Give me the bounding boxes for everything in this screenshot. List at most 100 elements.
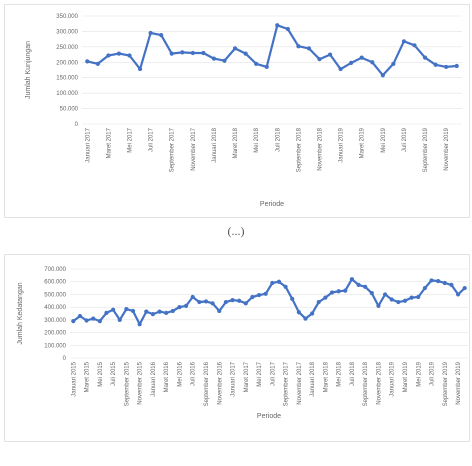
- arrivals-data-point: [369, 291, 374, 296]
- arrivals-data-point: [429, 278, 434, 283]
- arrivals-data-point: [190, 294, 195, 300]
- arrivals-data-point: [422, 285, 427, 291]
- visits-data-point: [254, 61, 259, 66]
- arrivals-data-point: [329, 290, 335, 295]
- visits-data-point: [412, 43, 417, 48]
- visits-data-point: [116, 51, 122, 56]
- visits-y-tick-label: 250.000: [56, 45, 78, 51]
- arrivals-data-point: [343, 288, 348, 293]
- arrivals-data-point: [270, 280, 275, 286]
- arrivals-data-point: [409, 295, 414, 300]
- visits-data-point: [391, 61, 396, 66]
- arrivals-data-point: [303, 316, 308, 321]
- arrivals-data-point: [243, 301, 248, 306]
- visits-y-tick-label: 200.000: [56, 60, 78, 66]
- visits-data-point: [275, 23, 280, 28]
- arrivals-data-point: [396, 299, 401, 305]
- arrivals-data-point: [263, 291, 268, 296]
- subfigure-label: (...): [227, 224, 245, 238]
- visits-data-point: [306, 46, 312, 51]
- arrivals-x-tick-label: Juli 2018: [350, 361, 356, 386]
- visits-y-tick-label: 0: [75, 122, 79, 128]
- arrivals-data-point: [283, 284, 288, 289]
- visits-series-line: [87, 24, 457, 77]
- visits-data-point: [85, 59, 90, 64]
- arrivals-data-point: [402, 298, 408, 303]
- visits-data-point: [127, 53, 132, 58]
- arrivals-x-tick-label: September 2015: [124, 361, 130, 406]
- visits-data-point: [148, 30, 153, 36]
- arrivals-data-point: [217, 308, 222, 314]
- arrivals-data-point: [164, 310, 169, 315]
- arrivals-data-point: [455, 292, 461, 297]
- chart-panel-visits: [4, 4, 470, 218]
- visits-data-point: [106, 53, 111, 58]
- arrivals-data-point: [276, 279, 282, 284]
- arrivals-data-point: [449, 282, 454, 287]
- visits-data-point: [201, 50, 206, 56]
- arrivals-data-point: [124, 306, 129, 312]
- arrivals-data-point: [150, 312, 156, 317]
- visits-x-tick-label: Juli 2019: [402, 127, 408, 152]
- visits-data-point: [222, 58, 227, 63]
- arrivals-data-point: [223, 299, 228, 305]
- arrivals-y-tick-label: 100.000: [44, 343, 66, 349]
- arrivals-data-point: [203, 299, 209, 304]
- visits-data-point: [95, 61, 100, 66]
- arrivals-x-tick-label: September 2018: [363, 361, 369, 406]
- arrivals-x-tick-label: Juli 2019: [430, 361, 436, 386]
- visits-data-point: [169, 51, 174, 56]
- arrivals-data-point: [323, 295, 328, 300]
- visits-data-point: [190, 50, 195, 56]
- arrivals-x-tick-label: November 2019: [456, 361, 462, 404]
- visits-x-tick-label: Juli 2018: [275, 127, 281, 152]
- visits-data-point: [422, 55, 428, 60]
- visits-x-axis-title: Periode: [260, 201, 284, 208]
- arrivals-data-point: [157, 309, 162, 314]
- visits-x-tick-label: Maret 2018: [233, 127, 239, 158]
- visits-data-point: [338, 66, 343, 72]
- visits-x-tick-label: November 2019: [444, 127, 450, 170]
- arrivals-y-tick-label: 600.000: [44, 280, 66, 286]
- visits-data-point: [327, 52, 333, 57]
- visits-data-point: [444, 64, 449, 70]
- visits-data-point: [454, 63, 459, 69]
- visits-data-point: [137, 66, 143, 72]
- arrivals-y-axis-title: Jumlah Kedatangan: [17, 282, 24, 344]
- arrivals-data-point: [349, 277, 355, 282]
- arrivals-data-point: [97, 319, 102, 324]
- visits-data-point: [296, 44, 301, 49]
- visits-data-point: [243, 51, 248, 56]
- arrivals-x-axis-title: Periode: [257, 413, 281, 420]
- arrivals-x-tick-label: Januari 2018: [310, 361, 316, 396]
- arrivals-data-point: [237, 298, 242, 303]
- visits-data-point: [232, 46, 238, 51]
- arrivals-data-point: [376, 303, 381, 308]
- arrivals-x-tick-label: November 2018: [376, 361, 382, 404]
- arrivals-data-point: [296, 310, 301, 315]
- arrivals-x-tick-label: Mei 2015: [98, 361, 104, 386]
- visits-x-tick-label: Januari 2017: [85, 127, 91, 162]
- visits-data-point: [401, 39, 407, 44]
- arrivals-x-tick-label: Maret 2017: [244, 361, 250, 392]
- arrivals-data-point: [416, 294, 421, 300]
- arrivals-data-point: [382, 292, 388, 297]
- arrivals-x-tick-label: November 2017: [297, 361, 303, 404]
- visits-y-tick-label: 100.000: [56, 91, 78, 97]
- arrivals-x-tick-label: Januari 2015: [71, 361, 77, 396]
- arrivals-x-tick-label: Januari 2019: [390, 361, 396, 396]
- visits-data-point: [285, 26, 290, 32]
- arrivals-x-tick-label: Mei 2018: [337, 361, 343, 386]
- arrivals-data-point: [230, 298, 235, 303]
- arrivals-data-point: [71, 319, 76, 324]
- arrivals-x-tick-label: Juli 2015: [111, 361, 117, 386]
- visits-data-point: [317, 57, 322, 62]
- arrivals-x-tick-label: Mei 2016: [177, 361, 183, 386]
- arrivals-x-tick-label: Januari 2016: [151, 361, 157, 396]
- visits-data-point: [180, 50, 185, 55]
- arrivals-x-tick-label: November 2016: [217, 361, 223, 404]
- visits-data-point: [264, 64, 269, 70]
- arrivals-data-point: [197, 299, 202, 305]
- arrivals-data-point: [250, 294, 255, 300]
- visits-x-tick-label: September 2019: [423, 127, 429, 172]
